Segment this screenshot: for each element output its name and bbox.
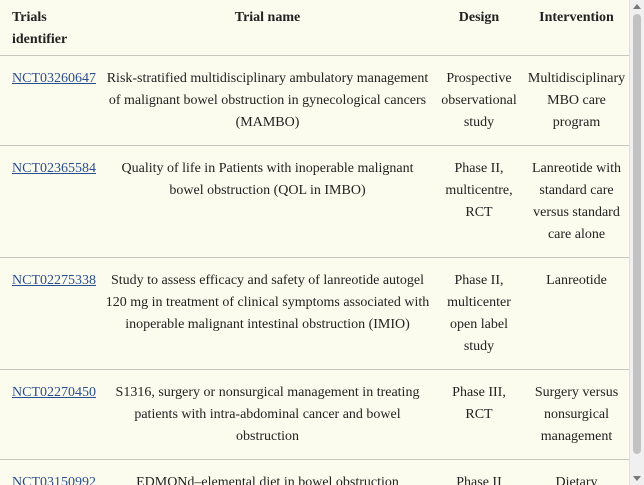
trial-id-cell: NCT03150992 <box>0 459 100 485</box>
trial-id-cell: NCT02270450 <box>0 369 100 460</box>
table-cell: Study to assess efficacy and safety of l… <box>100 257 435 370</box>
table-row: NCT03150992 EDMONd–elemental diet in bowe… <box>0 459 630 485</box>
column-header: Design <box>435 0 523 56</box>
table-row: NCT02275338 Study to assess efficacy and … <box>0 257 630 370</box>
table-row: NCT02270450 S1316, surgery or nonsurgical… <box>0 369 630 460</box>
trial-id-cell: NCT03260647 <box>0 55 100 146</box>
table-cell: Dietary <box>523 459 630 485</box>
table-cell: Multidisciplinary MBO care program <box>523 55 630 146</box>
column-header: Trials identifier <box>0 0 100 56</box>
trial-link[interactable]: NCT02365584 <box>12 161 96 176</box>
table-row: NCT02365584 Quality of life in Patients w… <box>0 145 630 258</box>
trials-table: Trials identifier Trial name Design Interve… <box>0 0 630 485</box>
trial-id-cell: NCT02275338 <box>0 257 100 370</box>
trial-id-cell: NCT02365584 <box>0 145 100 258</box>
table-cell: Lanreotide <box>523 257 630 370</box>
table-cell: Lanreotide with standard care versus sta… <box>523 145 630 258</box>
table-cell: Phase III, RCT <box>435 369 523 460</box>
table-cell: Phase II <box>435 459 523 485</box>
table-cell: S1316, surgery or nonsurgical management… <box>100 369 435 460</box>
table-body: NCT03260647 Risk-stratified multidiscipli… <box>0 55 630 485</box>
trial-link[interactable]: NCT03260647 <box>12 71 96 86</box>
trial-link[interactable]: NCT03150992 <box>12 475 96 485</box>
scrollbar[interactable] <box>629 0 644 485</box>
table-cell: Surgery versus nonsurgical management <box>523 369 630 460</box>
table-cell: Quality of life in Patients with inopera… <box>100 145 435 258</box>
table-container: Trials identifier Trial name Design Interve… <box>0 0 630 485</box>
table-cell: Prospective observational study <box>435 55 523 146</box>
table-cell: Risk-stratified multidisciplinary ambula… <box>100 55 435 146</box>
table-cell: Phase II, multicentre, RCT <box>435 145 523 258</box>
column-header: Trial name <box>100 0 435 56</box>
table-row: NCT03260647 Risk-stratified multidiscipli… <box>0 55 630 146</box>
scroll-thumb[interactable] <box>633 14 641 454</box>
scroll-down[interactable] <box>633 476 641 481</box>
trial-link[interactable]: NCT02270450 <box>12 385 96 400</box>
table-cell: Phase II, multicenter open label study <box>435 257 523 370</box>
trial-link[interactable]: NCT02275338 <box>12 273 96 288</box>
table-cell: EDMONd–elemental diet in bowel obstructi… <box>100 459 435 485</box>
column-header: Intervention <box>523 0 630 56</box>
scroll-up[interactable] <box>633 4 641 9</box>
header-row: Trials identifier Trial name Design Interve… <box>0 0 630 56</box>
